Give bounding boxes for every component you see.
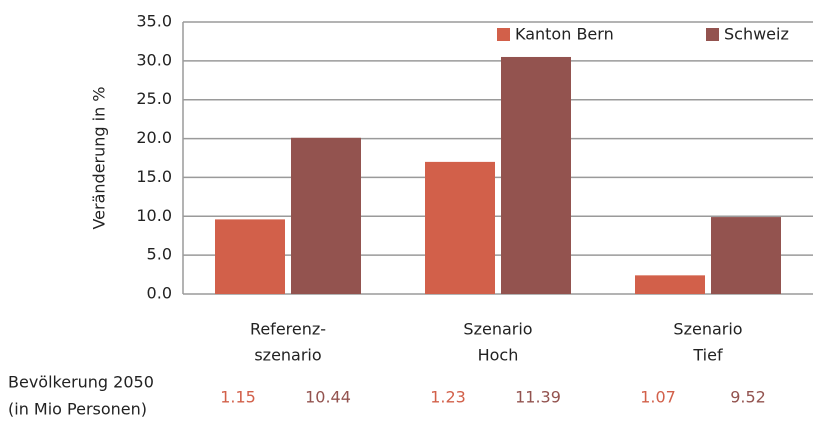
population-value: 1.07 xyxy=(640,388,676,407)
population-value: 10.44 xyxy=(305,388,351,407)
x-tick-label: Referenz- xyxy=(250,320,326,339)
y-tick-label: 15.0 xyxy=(136,167,172,186)
y-tick-label: 20.0 xyxy=(136,128,172,147)
y-tick-label: 25.0 xyxy=(136,89,172,108)
y-tick-label: 10.0 xyxy=(136,206,172,225)
bar xyxy=(501,56,571,294)
population-value: 1.15 xyxy=(220,388,256,407)
legend-label: Kanton Bern xyxy=(515,25,614,44)
legend-swatch xyxy=(497,28,510,41)
bar xyxy=(711,217,781,294)
y-tick-label: 5.0 xyxy=(147,245,172,264)
x-tick-label: Szenario xyxy=(673,320,742,339)
population-value: 11.39 xyxy=(515,388,561,407)
x-tick-label: szenario xyxy=(254,346,321,365)
x-tick-label: Hoch xyxy=(478,346,519,365)
bar xyxy=(291,137,361,294)
legend-swatch xyxy=(706,28,719,41)
population-value: 9.52 xyxy=(730,388,766,407)
x-tick-label: Tief xyxy=(692,346,723,365)
y-tick-label: 30.0 xyxy=(136,50,172,69)
population-label: Bevölkerung 2050 xyxy=(8,373,154,392)
population-value: 1.23 xyxy=(430,388,466,407)
legend-label: Schweiz xyxy=(724,25,789,44)
y-tick-label: 35.0 xyxy=(136,12,172,31)
y-axis-label: Veränderung in % xyxy=(90,86,109,229)
x-tick-label: Szenario xyxy=(463,320,532,339)
bar xyxy=(635,275,705,294)
bar xyxy=(215,219,285,294)
population-label: (in Mio Personen) xyxy=(8,400,147,419)
y-tick-label: 0.0 xyxy=(147,284,172,303)
bar xyxy=(425,161,495,294)
